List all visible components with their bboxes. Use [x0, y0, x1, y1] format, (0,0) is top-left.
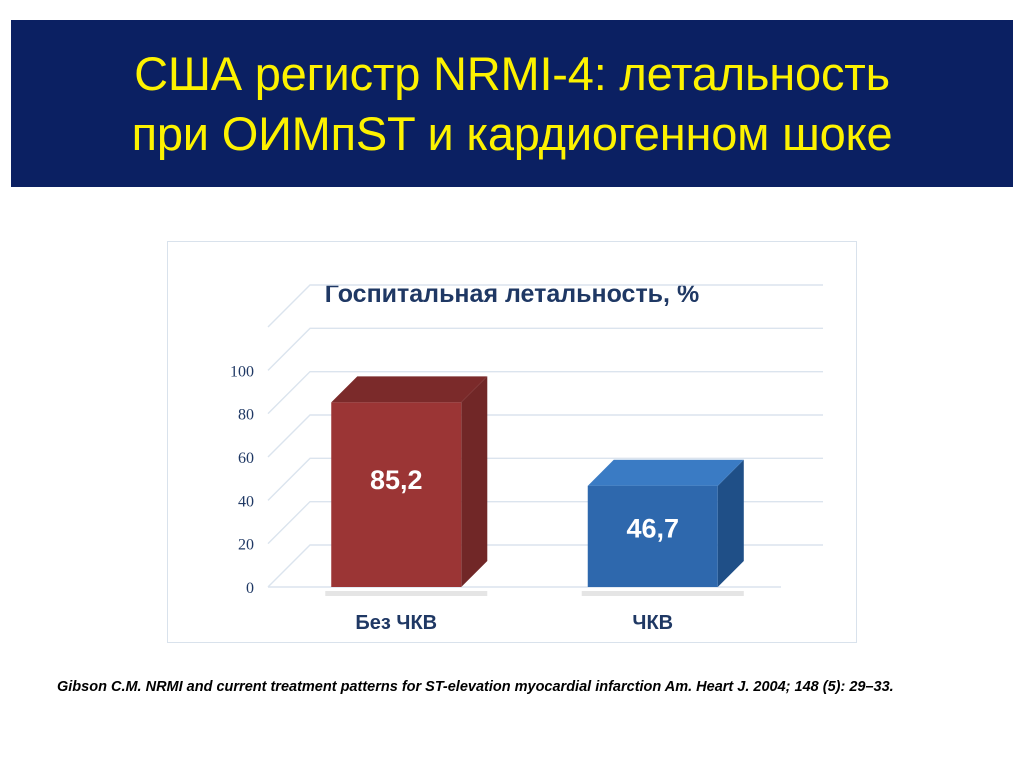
bar-side-face [717, 459, 744, 587]
bar-top-face [587, 459, 744, 486]
bar-front-face [331, 402, 462, 587]
x-axis-category-label: ЧКВ [632, 612, 673, 634]
y-axis-tick-label: 80 [238, 407, 254, 424]
y-axis-tick-label: 100 [230, 363, 254, 380]
chart-title: Госпитальная летальность, % [325, 280, 699, 308]
y-axis-tick-label: 20 [238, 537, 254, 554]
bar-shadow [581, 591, 744, 596]
gridline [267, 370, 823, 415]
citation-line-2: 148 (5): 29–33. [794, 679, 894, 695]
y-axis-tick-label: 40 [238, 493, 254, 510]
slide-title-banner: США регистр NRMI-4: летальность при ОИМп… [11, 20, 1013, 187]
bar-shadow [325, 591, 488, 596]
x-axis-category-labels: Без ЧКВ ЧКВ [355, 612, 673, 634]
bar-value-labels: 85,2 46,7 [370, 465, 679, 543]
bar-value-label: 85,2 [370, 465, 423, 495]
bar-value-label: 46,7 [626, 513, 679, 543]
bar-chart: Госпитальная летальность, % 0 20 40 60 80 100… [230, 280, 823, 634]
gridline [267, 414, 823, 458]
citation-block: Gibson C.M. NRMI and current treatment p… [57, 676, 957, 698]
gridline [267, 327, 823, 371]
gridline [267, 284, 823, 328]
chart-gridlines [267, 284, 823, 588]
gridline [267, 457, 823, 501]
x-axis-category-label: Без ЧКВ [355, 612, 437, 634]
chart-container: Госпитальная летальность, % 0 20 40 60 80 100… [167, 241, 857, 643]
bar-side-face [461, 376, 488, 587]
y-axis-tick-labels: 0 20 40 60 80 100 [230, 363, 254, 597]
chart-bars [325, 376, 744, 596]
bar-top-face [331, 376, 488, 403]
slide-title-line-1: США регистр NRMI-4: летальность [134, 46, 890, 100]
bar-front-face [587, 485, 718, 587]
citation-line-1: Gibson C.M. NRMI and current treatment p… [57, 679, 791, 695]
y-axis-tick-label: 60 [238, 450, 254, 467]
y-axis-tick-label: 0 [246, 580, 254, 597]
slide-title-line-2: при ОИМпST и кардиогенном шоке [131, 106, 893, 160]
